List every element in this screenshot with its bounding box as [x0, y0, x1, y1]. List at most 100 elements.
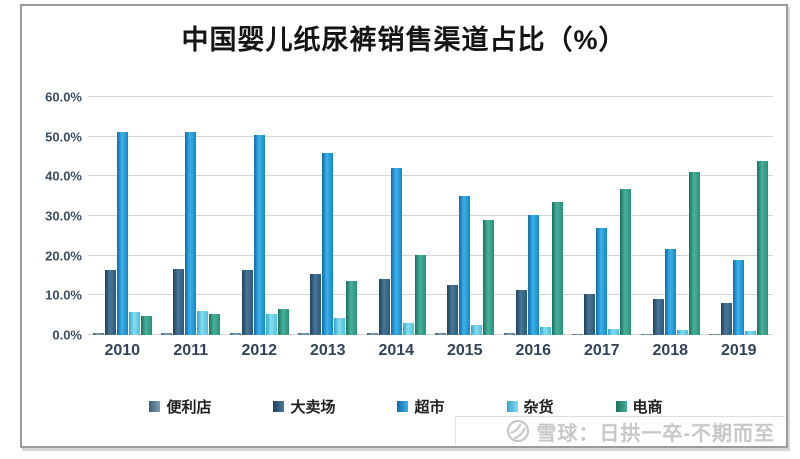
legend-swatch-icon: [149, 401, 161, 412]
bar-电商-2011: [209, 313, 221, 335]
bar-杂货-2011: [197, 311, 209, 335]
bar-大卖场-2017: [584, 293, 596, 335]
y-tick-label: 10.0%: [45, 287, 82, 303]
x-axis-label-2014: 2014: [378, 342, 415, 359]
bar-杂货-2013: [334, 317, 346, 335]
bar-超市-2016: [527, 214, 539, 335]
bar-大卖场-2018: [652, 298, 664, 335]
bar-group-2010: [88, 97, 157, 335]
legend-item-便利店: 便利店: [149, 396, 211, 417]
bar-杂货-2015: [471, 325, 483, 335]
bar-group-2017: [568, 97, 637, 335]
x-axis-label-2016: 2016: [515, 342, 552, 359]
bar-大卖场-2010: [104, 270, 116, 335]
y-tick-label: 30.0%: [45, 208, 82, 224]
bar-便利店-2015: [435, 333, 447, 335]
bar-杂货-2018: [676, 329, 688, 335]
bar-大卖场-2014: [378, 279, 390, 335]
x-axis-label-2017: 2017: [583, 342, 620, 359]
grid-line: [88, 254, 773, 256]
bar-超市-2011: [185, 131, 197, 335]
x-axis: 2010 2011 2012 2013 2014 2015 2016 2017 2018 2019: [88, 342, 773, 360]
bar-杂货-2012: [265, 313, 277, 335]
legend-swatch-icon: [615, 401, 627, 412]
bar-便利店-2017: [572, 333, 584, 335]
bar-杂货-2016: [539, 327, 551, 335]
bar-超市-2010: [116, 131, 128, 335]
grid-line: [88, 334, 773, 335]
legend-label: 电商: [632, 399, 663, 416]
y-axis: 0.0% 10.0% 20.0% 30.0% 40.0% 50.0% 60.0%: [22, 90, 82, 343]
grid-line: [88, 135, 773, 137]
x-axis-label-2015: 2015: [446, 342, 483, 359]
bar-大卖场-2015: [447, 284, 459, 335]
bar-电商-2018: [688, 171, 700, 335]
x-axis-label-2018: 2018: [652, 342, 689, 359]
bar-便利店-2016: [503, 333, 515, 335]
bar-便利店-2011: [161, 333, 173, 335]
bar-group-2018: [636, 97, 705, 335]
grid-line: [88, 294, 773, 296]
grid-line: [88, 215, 773, 216]
legend-item-电商: 电商: [615, 396, 663, 417]
legend-item-杂货: 杂货: [506, 396, 554, 417]
bar-大卖场-2011: [173, 269, 185, 335]
bar-大卖场-2016: [515, 289, 527, 335]
bar-group-2016: [499, 97, 568, 335]
bar-杂货-2019: [745, 331, 757, 335]
bar-超市-2017: [596, 228, 608, 335]
chart-title: 中国婴儿纸尿裤销售渠道占比（%）: [181, 25, 627, 55]
legend-swatch-icon: [273, 401, 285, 412]
bar-便利店-2013: [298, 333, 310, 335]
bar-便利店-2019: [709, 333, 721, 335]
bar-便利店-2014: [366, 333, 378, 335]
x-axis-label-2011: 2011: [173, 342, 209, 359]
x-axis-label-2012: 2012: [241, 342, 278, 359]
xueqiu-snowball-logo: [507, 419, 530, 443]
legend: 便利店 大卖场 超市 杂货 电商: [62, 396, 750, 417]
bar-大卖场-2013: [310, 274, 322, 335]
legend-label: 超市: [414, 399, 445, 416]
bar-group-2014: [362, 97, 431, 335]
bar-便利店-2012: [229, 333, 241, 335]
bar-group-2015: [431, 97, 500, 335]
legend-swatch-icon: [506, 401, 518, 412]
bar-超市-2018: [664, 248, 676, 335]
bar-超市-2019: [733, 260, 745, 335]
bar-杂货-2014: [402, 323, 414, 335]
bar-超市-2015: [459, 196, 471, 335]
legend-item-大卖场: 大卖场: [273, 396, 335, 417]
bar-大卖场-2012: [241, 270, 253, 335]
x-axis-label-2010: 2010: [104, 342, 141, 359]
legend-label: 杂货: [523, 399, 554, 416]
bar-电商-2013: [346, 281, 358, 335]
y-tick-label: 50.0%: [45, 129, 82, 145]
bar-group-2011: [157, 97, 226, 335]
bar-超市-2013: [322, 153, 334, 335]
bar-电商-2017: [620, 189, 632, 335]
bar-电商-2010: [140, 315, 152, 335]
bar-groups: [88, 97, 773, 335]
grid-line: [88, 175, 773, 177]
plot-area: [88, 96, 773, 335]
bar-电商-2015: [483, 219, 495, 335]
y-tick-label: 40.0%: [45, 168, 82, 184]
grid-line: [88, 96, 773, 97]
bar-电商-2019: [757, 161, 769, 335]
bar-电商-2016: [551, 201, 563, 335]
watermark: 雪球：日拱一卒-不期而至: [455, 416, 785, 445]
legend-label: 便利店: [166, 399, 212, 416]
bar-超市-2012: [253, 135, 265, 335]
bar-电商-2014: [414, 254, 426, 335]
bar-杂货-2017: [608, 329, 620, 335]
x-axis-label-2013: 2013: [309, 342, 346, 359]
chart-frame: 中国婴儿纸尿裤销售渠道占比（%） 0.0% 10.0% 20.0% 30.0% 40.0…: [20, 4, 788, 448]
legend-item-超市: 超市: [397, 396, 445, 417]
y-tick-label: 20.0%: [45, 248, 82, 264]
watermark-text: 雪球：日拱一卒-不期而至: [536, 422, 775, 445]
bar-group-2019: [705, 97, 774, 335]
bar-大卖场-2019: [721, 303, 733, 335]
y-tick-label: 60.0%: [45, 89, 82, 105]
bar-杂货-2010: [128, 312, 140, 335]
legend-swatch-icon: [397, 401, 409, 412]
